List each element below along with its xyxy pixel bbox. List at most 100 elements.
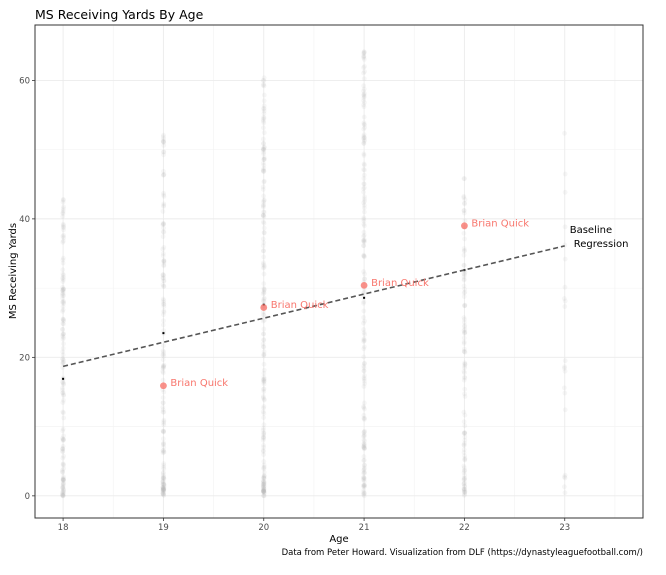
background-point xyxy=(361,476,367,482)
background-point xyxy=(462,270,468,275)
background-point xyxy=(160,370,166,376)
background-point xyxy=(161,447,167,453)
background-point xyxy=(60,446,66,452)
background-point xyxy=(462,316,467,322)
background-point xyxy=(362,276,367,282)
background-point xyxy=(462,331,467,336)
background-point xyxy=(361,151,367,157)
background-point xyxy=(461,465,467,471)
background-point xyxy=(60,390,66,395)
background-point xyxy=(462,218,468,224)
background-point xyxy=(60,260,66,266)
background-point xyxy=(361,470,366,476)
background-point xyxy=(160,441,166,447)
background-point xyxy=(260,160,266,166)
background-point xyxy=(361,368,367,374)
background-point xyxy=(462,303,468,309)
background-point xyxy=(261,106,266,112)
background-point xyxy=(462,431,468,436)
background-point xyxy=(160,489,166,495)
background-point xyxy=(261,202,267,208)
background-point xyxy=(462,430,468,436)
background-point xyxy=(462,391,467,397)
background-point xyxy=(261,337,267,343)
background-point xyxy=(461,487,467,492)
background-point xyxy=(161,283,167,289)
background-point xyxy=(161,482,167,487)
background-point xyxy=(361,243,366,249)
background-point xyxy=(461,470,467,476)
background-point xyxy=(260,265,266,271)
background-point xyxy=(361,365,367,371)
background-point xyxy=(160,479,166,485)
background-point xyxy=(160,312,166,318)
background-point xyxy=(361,376,367,382)
background-point xyxy=(562,390,568,396)
brian-quick-point xyxy=(260,304,268,311)
background-point xyxy=(61,474,66,480)
background-point xyxy=(161,138,166,144)
background-point xyxy=(261,225,267,231)
background-point xyxy=(61,481,66,487)
background-point xyxy=(261,435,267,441)
background-point xyxy=(261,353,267,359)
background-point xyxy=(261,466,267,472)
background-point xyxy=(161,417,167,423)
background-point xyxy=(160,377,166,383)
background-point xyxy=(161,484,167,490)
background-point xyxy=(161,474,167,480)
background-point xyxy=(361,239,367,245)
background-point xyxy=(461,271,467,277)
background-point xyxy=(61,492,67,497)
background-point xyxy=(261,386,267,392)
background-point xyxy=(260,395,266,401)
background-point xyxy=(261,169,266,174)
background-point xyxy=(361,429,367,435)
background-point xyxy=(361,487,367,493)
background-point xyxy=(361,478,367,484)
background-point xyxy=(161,304,167,309)
background-point xyxy=(160,272,166,277)
background-point xyxy=(61,488,67,493)
baseline-label-line1: Baseline xyxy=(570,225,612,236)
background-point xyxy=(461,463,467,469)
background-point xyxy=(160,485,166,491)
background-point xyxy=(161,488,167,494)
background-point xyxy=(361,237,367,243)
background-point xyxy=(462,457,468,463)
background-point xyxy=(60,211,66,217)
background-point xyxy=(261,313,267,318)
background-point xyxy=(161,488,167,494)
background-point xyxy=(261,473,267,479)
background-point xyxy=(160,470,166,475)
background-point xyxy=(60,197,66,202)
background-point xyxy=(261,473,267,479)
background-point xyxy=(161,463,167,468)
background-point xyxy=(161,258,167,263)
background-point xyxy=(361,232,367,238)
background-point xyxy=(260,341,266,347)
background-point xyxy=(461,468,467,474)
background-point xyxy=(462,437,468,443)
background-point xyxy=(260,479,266,485)
background-point xyxy=(461,283,467,289)
background-point xyxy=(61,453,67,459)
background-point xyxy=(561,484,567,490)
y-tick-label: 40 xyxy=(19,215,30,225)
background-point xyxy=(61,437,66,442)
background-point xyxy=(60,316,66,322)
background-point xyxy=(261,422,267,428)
background-point xyxy=(461,377,467,383)
background-point xyxy=(261,487,267,493)
background-point xyxy=(361,76,367,82)
background-point xyxy=(60,462,66,467)
background-point xyxy=(61,392,66,397)
background-point xyxy=(461,443,467,448)
background-point xyxy=(562,358,568,364)
panel-background xyxy=(35,25,643,518)
background-point xyxy=(261,209,267,215)
background-point xyxy=(361,475,367,480)
background-point xyxy=(361,49,367,55)
background-point xyxy=(362,254,367,260)
background-point xyxy=(261,378,267,384)
